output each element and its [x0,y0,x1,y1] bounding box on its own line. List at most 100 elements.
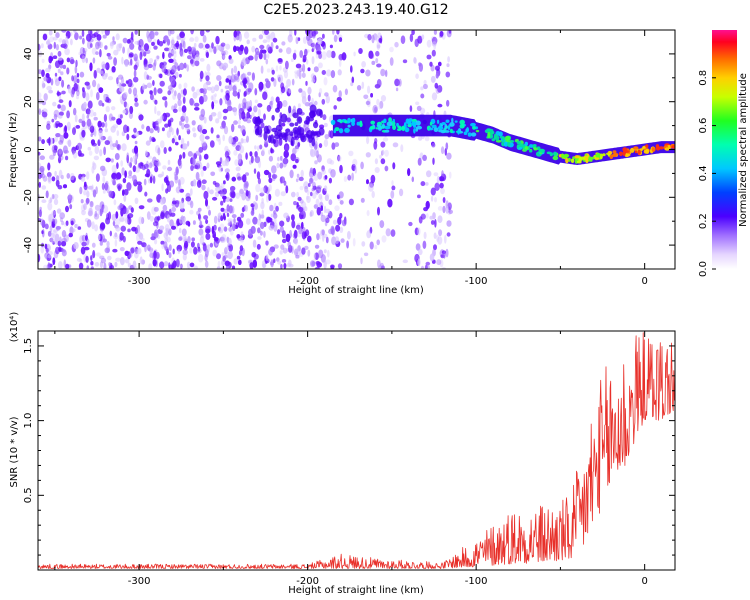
heatmap-cell [374,137,378,144]
heatmap-cell [320,254,326,263]
heatmap-cell [238,33,242,42]
heatmap-cell [228,244,234,252]
heatmap-cell [211,101,215,110]
heatmap-cell [205,43,210,49]
heatmap-cell [233,218,236,224]
heatmap-cell [159,80,165,87]
colorbar-tick-label: 0.4 [698,165,709,181]
heatmap-cell [171,137,175,144]
heatmap-cell [39,165,45,173]
signal-ridge-blob [574,155,580,159]
heatmap-cell [223,115,227,120]
heatmap-cell [387,198,393,208]
heatmap-cell [306,195,309,200]
heatmap-cell [104,121,108,128]
heatmap-cell [116,77,119,85]
heatmap-cell [356,85,362,91]
heatmap-cell [138,205,145,210]
heatmap-cell [93,129,97,137]
heatmap-cell [445,142,449,150]
heatmap-cell [237,153,243,161]
heatmap-cell [133,53,138,62]
heatmap-cell [109,42,114,47]
heatmap-cell [134,197,139,204]
heatmap-cell [175,258,180,268]
heatmap-cell [133,57,137,62]
heatmap-cell [153,206,159,212]
heatmap-cell [70,175,76,183]
heatmap-cell [154,229,157,238]
heatmap-cell [329,130,334,139]
heatmap-cell [53,109,60,118]
heatmap-cell [93,116,98,121]
heatmap-cell [269,204,274,212]
heatmap-cell [206,86,212,91]
heatmap-cell [68,232,73,238]
heatmap-cell [149,176,153,184]
heatmap-cell [93,112,97,117]
heatmap-cell [425,182,429,186]
heatmap-cell [282,247,288,254]
heatmap-cell [136,247,142,255]
colorbar-axis: 0.00.20.40.60.8 [698,70,716,277]
heatmap-cell [283,262,287,269]
heatmap-cell [265,258,270,264]
heatmap-cell [291,191,296,198]
y-tick-label: -40 [23,237,34,253]
heatmap-cell [65,263,70,269]
heatmap-cell [231,123,235,133]
heatmap-cell [366,98,371,108]
heatmap-cell [379,154,382,159]
heatmap-cell [102,34,107,39]
heatmap-cell [278,76,281,82]
heatmap-cell [202,94,208,103]
heatmap-cell [208,114,213,122]
heatmap-cell [289,122,295,127]
heatmap-cell [122,177,127,184]
heatmap-cell [117,185,121,192]
heatmap-cell [87,146,92,151]
heatmap-cell [154,105,157,115]
heatmap-cell [149,58,154,64]
heatmap-cell [61,220,65,226]
heatmap-cell [278,201,283,206]
signal-ridge-blob [599,153,603,160]
heatmap-cell [445,205,449,214]
heatmap-cell [220,215,224,222]
snr-plot-area [38,331,675,570]
heatmap-cell [160,212,165,220]
heatmap-cell [52,55,58,59]
colorbar-tick-label: 0.6 [698,118,709,134]
heatmap-cell [86,115,90,119]
heatmap-cell [437,85,443,93]
heatmap-cell [69,226,74,236]
heatmap-cell [444,234,447,244]
heatmap-cell [192,132,197,138]
heatmap-cell [281,133,287,141]
heatmap-cell [273,213,278,219]
heatmap-cell [129,106,134,114]
heatmap-cell [292,52,297,60]
heatmap-cell [266,216,272,223]
heatmap-cell [279,65,282,71]
heatmap-cell [440,187,445,195]
heatmap-cell [59,64,64,69]
heatmap-cell [151,41,155,47]
heatmap-cell [253,253,259,260]
heatmap-cell [250,155,254,164]
heatmap-cell [38,43,41,51]
heatmap-cell [204,135,210,140]
heatmap-cell [436,234,440,242]
heatmap-cell [149,249,153,258]
heatmap-cell [295,63,302,69]
heatmap-cell [76,72,80,78]
heatmap-cell [240,125,246,134]
heatmap-cell [178,106,182,112]
heatmap-cell [50,78,54,86]
heatmap-cell [65,30,71,39]
heatmap-cell [210,127,214,134]
heatmap-cell [155,251,160,260]
heatmap-cell [323,185,328,192]
heatmap-cell [199,133,205,142]
heatmap-cell [238,259,242,265]
